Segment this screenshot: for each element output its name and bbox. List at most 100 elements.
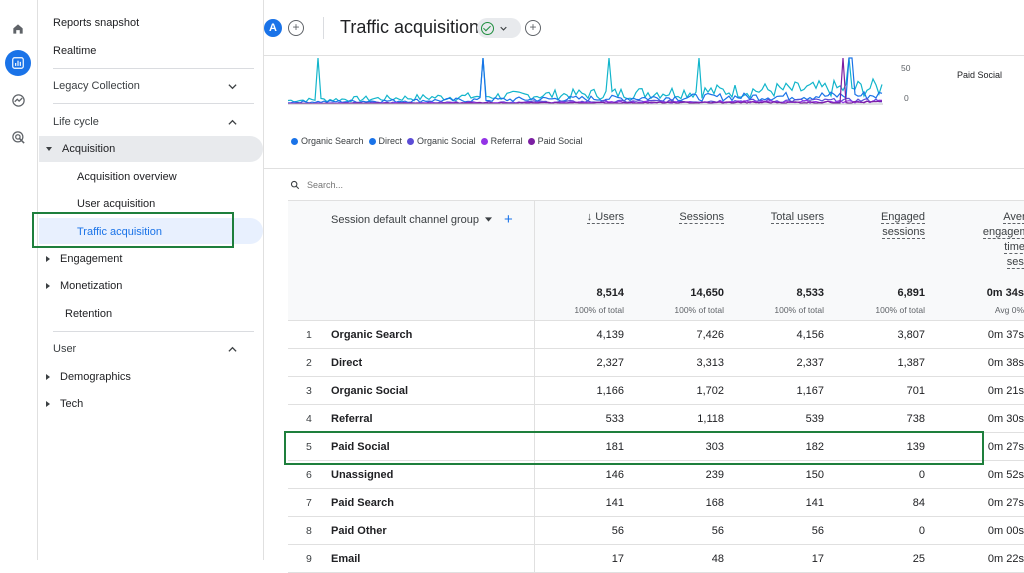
divider: [534, 201, 535, 322]
row-channel-name[interactable]: Organic Search: [331, 329, 413, 341]
table-row[interactable]: 8 Paid Other 56 56 56 0 0m 00s: [288, 517, 1024, 545]
nav-traffic-acquisition[interactable]: Traffic acquisition: [77, 226, 162, 238]
reports-icon[interactable]: [5, 50, 31, 76]
cell-users: 56: [611, 525, 624, 537]
legend-label: Organic Search: [301, 136, 364, 146]
table-header: Session default channel group + ↓ Users …: [288, 200, 1024, 322]
report-status-dropdown[interactable]: [477, 18, 521, 38]
legend-item-organic-search[interactable]: Organic Search: [291, 136, 364, 146]
divider: [534, 405, 535, 433]
total-subtext: 100% of total: [674, 305, 724, 315]
add-dimension-icon[interactable]: +: [504, 211, 513, 228]
chevron-down-icon: [228, 83, 237, 89]
table-row[interactable]: 6 Unassigned 146 239 150 0 0m 52s: [288, 461, 1024, 489]
divider: [534, 349, 535, 377]
search-input[interactable]: [307, 180, 507, 190]
y-tick-label: 50: [901, 63, 911, 73]
nav-retention[interactable]: Retention: [65, 308, 113, 320]
nav-acquisition-overview[interactable]: Acquisition overview: [77, 171, 177, 183]
dimension-selector[interactable]: Session default channel group +: [331, 211, 513, 228]
row-index: 6: [306, 469, 312, 481]
row-index: 3: [306, 385, 312, 397]
table-row[interactable]: 4 Referral 533 1,118 539 738 0m 30s: [288, 405, 1024, 433]
home-icon[interactable]: [5, 16, 31, 42]
total-avg-engagement-time: 0m 34s: [986, 287, 1024, 299]
nav-tech[interactable]: Tech: [46, 398, 83, 410]
legend-dot: [527, 138, 535, 145]
row-channel-name[interactable]: Paid Social: [331, 441, 390, 453]
nav-acquisition[interactable]: Acquisition: [46, 143, 115, 155]
check-circle-icon: [481, 21, 494, 35]
row-channel-name[interactable]: Referral: [331, 413, 373, 425]
table-row[interactable]: 3 Organic Social 1,166 1,702 1,167 701 0m 21s: [288, 377, 1024, 405]
legend-item-paid-social[interactable]: Paid Social: [527, 136, 583, 146]
legend-label: Paid Social: [537, 136, 583, 146]
caret-down-icon: [46, 147, 52, 152]
cell-sessions: 303: [705, 441, 724, 453]
table-row[interactable]: 5 Paid Social 181 303 182 139 0m 27s: [288, 433, 1024, 461]
row-channel-name[interactable]: Paid Search: [331, 497, 394, 509]
divider: [534, 433, 535, 461]
add-comparison-icon[interactable]: +: [288, 20, 304, 36]
dimension-label: Session default channel group: [331, 213, 479, 226]
legend-label: Direct: [378, 136, 403, 146]
table-row[interactable]: 9 Email 17 48 17 25 0m 22s: [288, 545, 1024, 573]
legend-item-organic-social[interactable]: Organic Social: [407, 136, 476, 146]
comparison-avatar[interactable]: A: [264, 19, 282, 37]
organic-search-line: [288, 57, 883, 104]
table-row[interactable]: 2 Direct 2,327 3,313 2,337 1,387 0m 38s: [288, 349, 1024, 377]
cell-engaged-sessions: 701: [906, 385, 925, 397]
table-row[interactable]: 7 Paid Search 141 168 141 84 0m 27s: [288, 489, 1024, 517]
legend-item-referral[interactable]: Referral: [480, 136, 523, 146]
cell-users: 533: [605, 413, 624, 425]
row-channel-name[interactable]: Organic Social: [331, 385, 409, 397]
direct-line: [288, 57, 883, 103]
col-header-users[interactable]: ↓ Users: [586, 210, 624, 225]
divider: [534, 517, 535, 545]
cell-total-users: 182: [805, 441, 824, 453]
time-series-chart: 50 0 Paid Social Organic Search Direct O…: [264, 56, 1024, 168]
nav-reports-snapshot[interactable]: Reports snapshot: [53, 17, 140, 29]
cell-avg-engagement-time: 0m 37s: [987, 329, 1024, 341]
nav-engagement[interactable]: Engagement: [46, 253, 122, 265]
legend-item-direct[interactable]: Direct: [368, 136, 403, 146]
add-filter-icon[interactable]: +: [525, 20, 541, 36]
row-channel-name[interactable]: Direct: [331, 357, 363, 369]
nav-section-user[interactable]: User: [53, 343, 237, 355]
chevron-down-icon: [500, 26, 507, 31]
nav-highlight-traffic-acquisition: [39, 218, 263, 244]
line-chart: [288, 57, 883, 105]
nav-section-life-cycle[interactable]: Life cycle: [53, 116, 237, 128]
col-header-engaged-sessions[interactable]: Engaged sessions: [845, 210, 925, 240]
row-channel-name[interactable]: Email: [331, 553, 361, 565]
row-index: 4: [306, 413, 312, 425]
cell-avg-engagement-time: 0m 00s: [987, 525, 1024, 537]
cell-sessions: 239: [705, 469, 724, 481]
nav-monetization[interactable]: Monetization: [46, 280, 122, 292]
search-icon: [290, 180, 300, 190]
y-tick-label: 0: [904, 93, 909, 103]
total-subtext: 100% of total: [574, 305, 624, 315]
nav-section-legacy-collection[interactable]: Legacy Collection: [53, 80, 237, 92]
row-channel-name[interactable]: Unassigned: [331, 469, 394, 481]
nav-realtime[interactable]: Realtime: [53, 45, 97, 57]
cell-sessions: 7,426: [696, 329, 724, 341]
col-header-total-users[interactable]: Total users: [770, 210, 824, 225]
nav-demographics[interactable]: Demographics: [46, 371, 131, 383]
total-engaged-sessions: 6,891: [897, 287, 925, 299]
cell-sessions: 168: [705, 497, 724, 509]
nav-label: Monetization: [60, 280, 123, 292]
nav-user-acquisition[interactable]: User acquisition: [77, 198, 156, 210]
divider: [53, 331, 254, 332]
advertising-icon[interactable]: [5, 124, 31, 150]
cell-sessions: 1,118: [697, 413, 724, 425]
divider: [534, 545, 535, 573]
divider: [534, 321, 535, 349]
total-subtext: 100% of total: [774, 305, 824, 315]
col-header-avg-engagement-time[interactable]: Average engagement time per session: [964, 210, 1024, 270]
col-header-sessions[interactable]: Sessions: [679, 210, 724, 225]
explore-icon[interactable]: [5, 87, 31, 113]
table-row[interactable]: 1 Organic Search 4,139 7,426 4,156 3,807 0m 37…: [288, 321, 1024, 349]
row-channel-name[interactable]: Paid Other: [331, 525, 387, 537]
legend-label: Referral: [490, 136, 523, 146]
